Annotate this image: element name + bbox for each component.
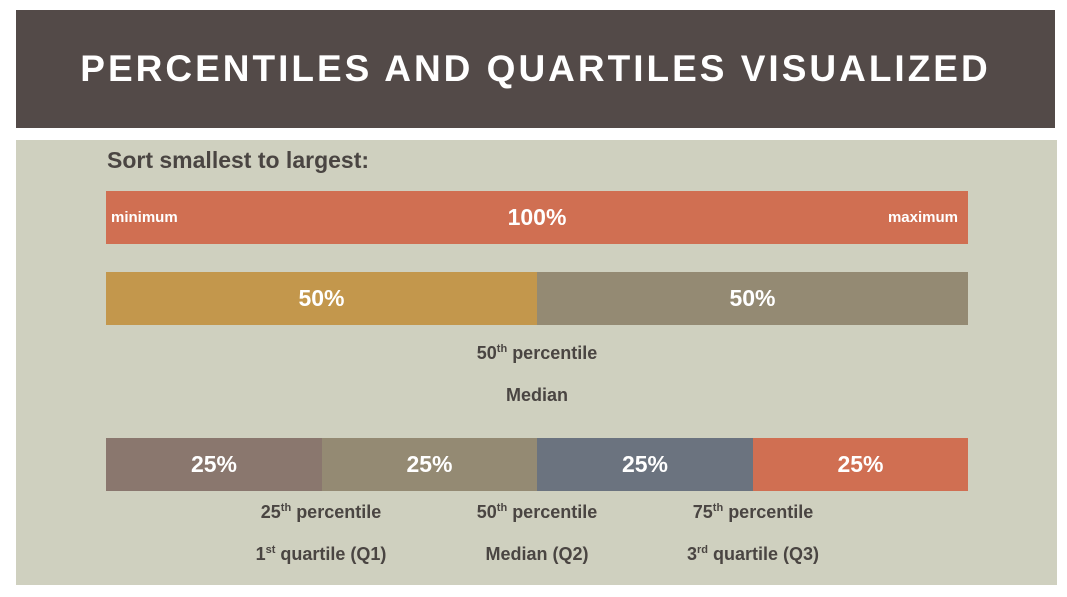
bar-lower-half: 50% [106, 272, 537, 325]
bar-quarter-2: 25% [322, 438, 537, 491]
q3-quartile-caption: 3rd quartile (Q3) [686, 544, 820, 564]
median-percentile-caption: 50th percentile [476, 343, 598, 363]
quarter-4-label: 25% [837, 451, 884, 477]
slide-title: PERCENTILES AND QUARTILES VISUALIZED [80, 48, 991, 89]
title-bar: PERCENTILES AND QUARTILES VISUALIZED [16, 10, 1055, 128]
median-caption: Median [505, 385, 568, 405]
lower-half-label: 50% [298, 285, 345, 311]
q2-percentile-caption: 50th percentile [476, 502, 598, 522]
bar-100-percent: minimum 100% maximum [106, 191, 968, 244]
bar-quarter-4: 25% [753, 438, 968, 491]
quarter-3-label: 25% [621, 451, 669, 477]
quarter-2-label: 25% [406, 451, 453, 477]
minimum-label: minimum [111, 209, 178, 226]
bar-upper-half: 50% [537, 272, 968, 325]
maximum-label: maximum [887, 209, 958, 226]
quarter-1-label: 25% [190, 451, 238, 477]
q1-percentile-caption: 25th percentile [260, 502, 382, 522]
q1-quartile-caption: 1st quartile (Q1) [255, 544, 387, 564]
upper-half-label: 50% [729, 285, 776, 311]
sort-heading: Sort smallest to largest: [107, 147, 370, 173]
q2-quartile-caption: Median (Q2) [485, 544, 589, 564]
bar-quarter-1: 25% [106, 438, 322, 491]
bar-100-label: 100% [507, 204, 567, 230]
q3-percentile-caption: 75th percentile [692, 502, 814, 522]
bar-quarter-3: 25% [537, 438, 753, 491]
